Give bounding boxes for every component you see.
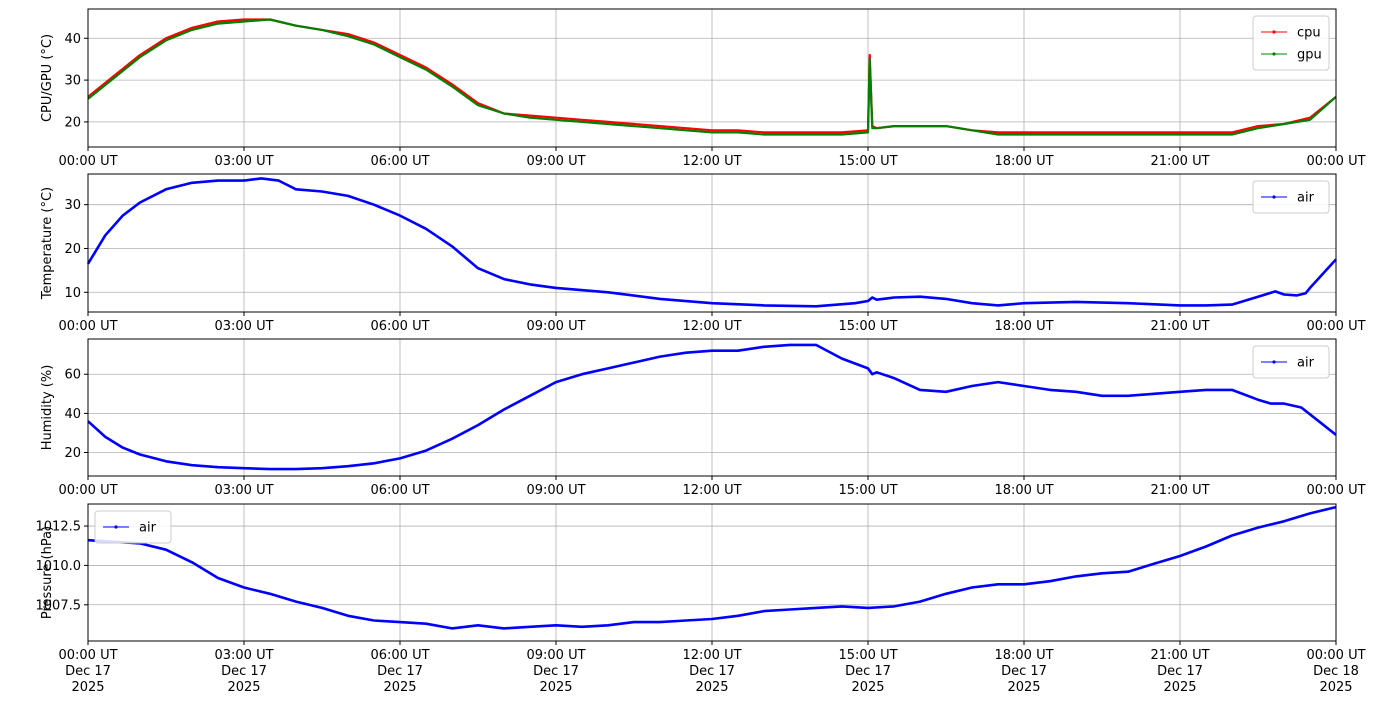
y-tick-label: 20 (64, 446, 81, 461)
y-tick-label: 20 (64, 115, 81, 130)
legend-label-air: air (1297, 191, 1315, 206)
x-tick-label: 15:00 UT (838, 319, 897, 334)
x-tick-label: 09:00 UT (526, 154, 585, 169)
x-tick-label: 00:00 UT (1306, 154, 1365, 169)
y-tick-label: 1012.5 (36, 520, 82, 535)
y-axis-label: Temperature (°C) (40, 187, 55, 300)
y-tick-label: 60 (64, 368, 81, 383)
x-tick-label: 21:00 UT (1150, 319, 1209, 334)
legend-box (94, 510, 172, 544)
y-tick-label: 40 (64, 32, 81, 47)
series-line-air (87, 505, 1337, 630)
y-tick-label: 10 (64, 286, 81, 301)
x-tick-label: 03:00 UT (214, 319, 273, 334)
legend-marker-cpu (1272, 30, 1276, 34)
x-tick-label: 09:00 UT (526, 319, 585, 334)
x-tick-label: 06:00 UT (370, 154, 429, 169)
legend-marker-air (1272, 360, 1276, 364)
x-tick-label: 21:00 UT Dec 17 2025 (1150, 648, 1209, 695)
x-tick-label: 00:00 UT (1306, 483, 1365, 498)
x-tick-label: 18:00 UT (994, 483, 1053, 498)
x-tick-label: 09:00 UT Dec 17 2025 (526, 648, 585, 695)
x-tick-label: 09:00 UT (526, 483, 585, 498)
legend-label-air: air (1297, 356, 1315, 371)
y-tick-label: 1007.5 (36, 598, 82, 613)
x-tick-label: 18:00 UT (994, 154, 1053, 169)
x-tick-label: 06:00 UT Dec 17 2025 (370, 648, 429, 695)
series-line-gpu (87, 18, 1337, 136)
x-tick-label: 15:00 UT Dec 17 2025 (838, 648, 897, 695)
y-tick-label: 30 (64, 74, 81, 89)
x-tick-label: 21:00 UT (1150, 483, 1209, 498)
x-tick-label: 00:00 UT Dec 18 2025 (1306, 648, 1365, 695)
series-line-air (87, 343, 1337, 471)
legend-box (1252, 345, 1330, 379)
panel-3: 20 40 60 00:00 UT 03:00 UT 06:00 UT 09:00 UT 12… (40, 338, 1366, 498)
legend-marker-gpu (1272, 52, 1276, 56)
legend-box (1252, 180, 1330, 214)
legend: air (1252, 180, 1330, 214)
x-tick-label: 00:00 UT Dec 17 2025 (58, 648, 117, 695)
x-tick-label: 03:00 UT (214, 154, 273, 169)
x-tick-label: 18:00 UT (994, 319, 1053, 334)
x-tick-label: 06:00 UT (370, 483, 429, 498)
y-tick-label: 40 (64, 407, 81, 422)
panel-2: 10 20 30 00:00 UT 03:00 UT 06:00 UT 09:00 UT 12… (40, 173, 1366, 334)
y-tick-label: 1010.0 (36, 559, 82, 574)
y-tick-label: 20 (64, 242, 81, 257)
legend-label-air: air (139, 521, 157, 536)
x-tick-label: 12:00 UT (682, 483, 741, 498)
legend-label-cpu: cpu (1297, 26, 1321, 41)
x-tick-label: 12:00 UT Dec 17 2025 (682, 648, 741, 695)
series-line-air (86, 177, 1337, 308)
legend-label-gpu: gpu (1297, 48, 1322, 63)
x-tick-label: 21:00 UT (1150, 154, 1209, 169)
x-tick-label: 00:00 UT (58, 154, 117, 169)
panel-4: 1007.5 1010.0 1012.5 00:00 UT Dec 17 2025 03:0… (36, 503, 1366, 695)
legend-box (1252, 15, 1330, 71)
x-tick-label: 06:00 UT (370, 319, 429, 334)
y-axis-label: Pressure (hPa) (40, 526, 55, 619)
x-tick-label: 00:00 UT (58, 483, 117, 498)
legend: cpu gpu (1252, 15, 1330, 71)
x-tick-label: 12:00 UT (682, 154, 741, 169)
x-tick-label: 15:00 UT (838, 483, 897, 498)
x-tick-label: 00:00 UT (58, 319, 117, 334)
panel-1: 20 30 40 00:00 UT 03:00 UT 06:00 UT 09:00 UT 12… (40, 8, 1366, 169)
x-tick-label: 03:00 UT Dec 17 2025 (214, 648, 273, 695)
x-tick-label: 18:00 UT Dec 17 2025 (994, 648, 1053, 695)
x-tick-label: 03:00 UT (214, 483, 273, 498)
x-tick-label: 15:00 UT (838, 154, 897, 169)
y-tick-label: 30 (64, 198, 81, 213)
x-tick-label: 00:00 UT (1306, 319, 1365, 334)
y-axis-label: CPU/GPU (°C) (40, 34, 55, 122)
legend-marker-air (114, 525, 118, 529)
x-tick-label: 12:00 UT (682, 319, 741, 334)
legend: air (1252, 345, 1330, 379)
legend: air (94, 510, 172, 544)
legend-marker-air (1272, 195, 1276, 199)
y-axis-label: Humidity (%) (40, 365, 55, 451)
